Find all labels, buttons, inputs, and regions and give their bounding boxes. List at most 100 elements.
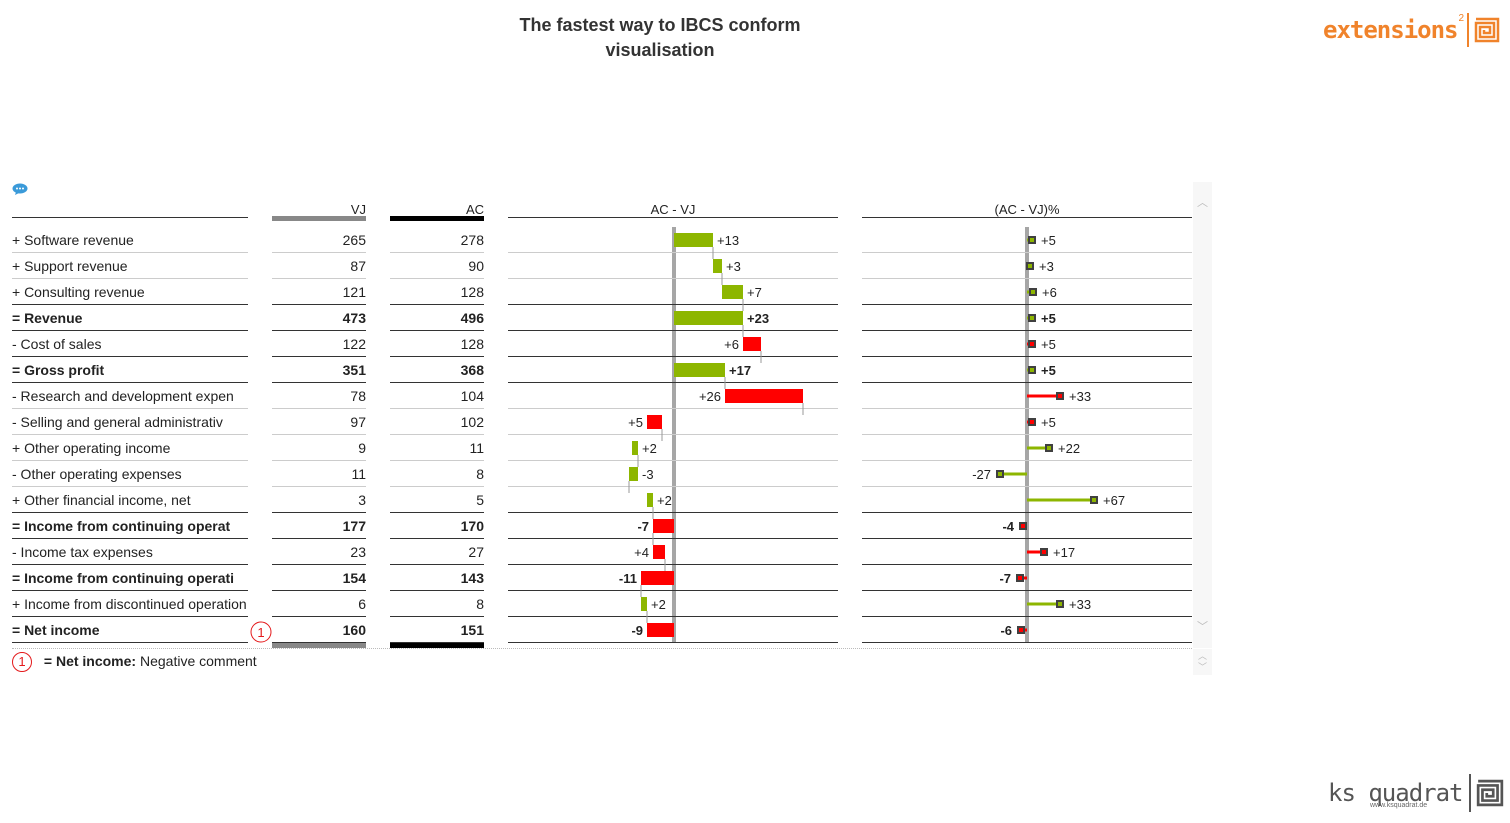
vj-value: 154 — [342, 570, 366, 586]
delta-label: +17 — [729, 363, 751, 378]
ac-value: 151 — [460, 622, 484, 638]
pct-marker-core — [1030, 316, 1034, 320]
footnote-scrollbar[interactable]: ︿ ﹀ — [1193, 649, 1212, 675]
scroll-up-icon[interactable]: ︿ — [1198, 651, 1208, 661]
pct-marker-core — [1058, 602, 1062, 606]
table-row: + Other financial income, net 3 5 — [0, 487, 1200, 513]
table-row: = Income from continuing operati 154 143 — [0, 565, 1200, 591]
pct-marker-core — [1019, 628, 1023, 632]
delta-label: -7 — [637, 519, 649, 534]
vj-header-bar — [272, 216, 366, 221]
ac-value: 170 — [460, 518, 484, 534]
vj-value: 9 — [358, 440, 366, 456]
delta-bar — [674, 363, 725, 377]
pct-marker-core — [998, 472, 1002, 476]
spiral-logo-icon — [1476, 779, 1503, 807]
ac-value: 5 — [476, 492, 484, 508]
delta-bar — [743, 337, 761, 351]
delta-bar — [653, 545, 665, 559]
title-line-1: The fastest way to IBCS conform — [519, 15, 801, 35]
pct-label: -4 — [1002, 519, 1014, 534]
vertical-scrollbar[interactable]: ︿ ﹀ — [1193, 182, 1212, 648]
footnote-divider — [12, 648, 1192, 649]
row-label: + Other operating income — [12, 440, 171, 456]
row-label: + Consulting revenue — [12, 284, 145, 300]
vj-value: 97 — [350, 414, 366, 430]
vj-value: 473 — [342, 310, 366, 326]
pct-label: +5 — [1041, 233, 1056, 248]
delta-bar — [647, 493, 653, 507]
delta-label: +2 — [651, 597, 666, 612]
footnote-marker[interactable]: 1 — [12, 652, 32, 673]
vj-value: 11 — [351, 466, 366, 482]
vj-value: 160 — [342, 622, 366, 638]
pct-marker-core — [1047, 446, 1051, 450]
header-rule — [508, 217, 838, 218]
ac-value: 104 — [460, 388, 484, 404]
row-label: + Support revenue — [12, 258, 128, 274]
row-label: + Other financial income, net — [12, 492, 191, 508]
extensions-logo: extensions 2 — [1323, 10, 1500, 50]
delta-bar — [653, 519, 674, 533]
pct-label: +5 — [1041, 337, 1056, 352]
ac-value: 90 — [468, 258, 484, 274]
row-label: = Net income — [12, 622, 100, 638]
pct-label: +22 — [1058, 441, 1080, 456]
delta-label: -9 — [631, 623, 643, 638]
delta-bar — [641, 571, 674, 585]
pct-label: +67 — [1103, 493, 1125, 508]
delta-bar — [725, 389, 803, 403]
title-line-2: visualisation — [605, 40, 715, 60]
delta-bar — [632, 441, 638, 455]
row-label: = Gross profit — [12, 362, 105, 378]
delta-bar — [713, 259, 722, 273]
table-row: - Research and development expen 78 104 — [0, 383, 1200, 409]
pct-marker-core — [1030, 342, 1034, 346]
table-row: = Gross profit 351 368 — [0, 357, 1200, 383]
vj-footer-bar — [272, 643, 366, 648]
scroll-down-icon[interactable]: ﹀ — [1197, 621, 1208, 633]
table-row: = Net income 160 151 — [0, 617, 1200, 643]
delta-label: +13 — [717, 233, 739, 248]
vj-value: 78 — [350, 388, 366, 404]
pct-marker-core — [1021, 524, 1025, 528]
delta-bar — [722, 285, 743, 299]
pct-marker-core — [1031, 290, 1035, 294]
pct-label: +5 — [1041, 415, 1056, 430]
delta-label: +6 — [724, 337, 739, 352]
table-row: + Other operating income 9 11 — [0, 435, 1200, 461]
pct-marker-core — [1092, 498, 1096, 502]
delta-bar — [674, 233, 713, 247]
comment-icon[interactable] — [12, 183, 28, 195]
pct-marker-core — [1028, 264, 1032, 268]
variance-charts: +13 +5+3 +3+7 +6+23 +5+6 +5+17 +5+26 +33+5 +5+2 +… — [12, 227, 1192, 643]
table-row: - Cost of sales 122 128 — [0, 331, 1200, 357]
vj-value: 6 — [358, 596, 366, 612]
vj-value: 121 — [342, 284, 366, 300]
pct-label: -6 — [1000, 623, 1012, 638]
row-label: - Cost of sales — [12, 336, 102, 352]
ac-value: 128 — [460, 284, 484, 300]
vj-value: 3 — [358, 492, 366, 508]
extensions-logo-text: extensions — [1323, 16, 1458, 44]
row-label: - Income tax expenses — [12, 544, 153, 560]
header-vj: VJ — [350, 202, 366, 217]
header-ac: AC — [465, 202, 484, 217]
row-label: + Software revenue — [12, 232, 134, 248]
table-row: - Other operating expenses 11 8 — [0, 461, 1200, 487]
delta-bar — [647, 415, 662, 429]
scroll-up-icon[interactable]: ︿ — [1197, 197, 1208, 209]
pct-marker-core — [1030, 368, 1034, 372]
table-row: + Support revenue 87 90 — [0, 253, 1200, 279]
scroll-down-icon[interactable]: ﹀ — [1198, 662, 1208, 672]
table-row: + Income from discontinued operation 6 8 — [0, 591, 1200, 617]
ac-footer-bar — [390, 643, 484, 648]
footnote-text: Negative comment — [139, 653, 257, 669]
comment-marker[interactable] — [250, 621, 272, 643]
pct-marker-core — [1058, 394, 1062, 398]
table-row: + Software revenue 265 278 — [0, 227, 1200, 253]
pct-label: +6 — [1042, 285, 1057, 300]
vj-value: 265 — [342, 232, 366, 248]
delta-label: -11 — [619, 571, 637, 586]
pct-marker-core — [1042, 550, 1046, 554]
